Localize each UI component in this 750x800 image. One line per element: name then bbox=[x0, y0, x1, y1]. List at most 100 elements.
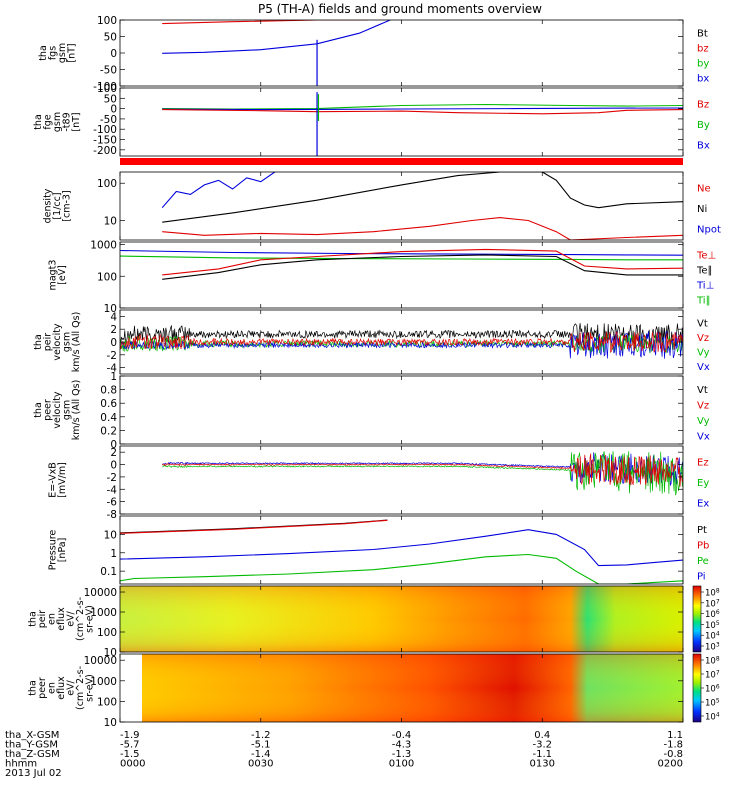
legend-entry: bz bbox=[697, 44, 709, 55]
legend-entry: Vy bbox=[697, 416, 710, 427]
series-Ti∥ bbox=[120, 255, 683, 261]
x-tick-label: -1.1 bbox=[532, 749, 552, 760]
y-tick-label: 100 bbox=[97, 178, 117, 190]
y-axis-label: [nT] bbox=[66, 43, 77, 62]
colorbar-label: 108 bbox=[705, 655, 720, 667]
spectrogram-shading bbox=[120, 586, 683, 652]
y-tick-label: 10000 bbox=[84, 655, 117, 667]
x-tick-label: -1.9 bbox=[120, 730, 140, 741]
legend-entry: Vx bbox=[697, 362, 710, 373]
y-axis-label: en bbox=[47, 682, 58, 694]
series-Pe bbox=[120, 553, 683, 584]
y-axis-label: eV/ bbox=[66, 679, 77, 695]
legend-entry: Te⊥ bbox=[696, 251, 716, 262]
y-axis-label: [nPa] bbox=[57, 538, 68, 563]
legend-entry: Ey bbox=[697, 478, 709, 489]
y-axis-label: tha bbox=[33, 402, 44, 418]
legend-entry: Ti⊥ bbox=[696, 281, 714, 292]
x-tick-label: -5.7 bbox=[120, 740, 140, 751]
legend-entry: Ni bbox=[697, 204, 707, 215]
legend-entry: Pe bbox=[697, 556, 709, 567]
y-tick-label: -50 bbox=[100, 65, 117, 77]
panel-plot-area bbox=[161, 451, 683, 496]
y-axis-label: (cm^2-s- bbox=[75, 666, 86, 710]
panel-fge: 100500-50-100-150-200thafgegsm-t89[nT]Bz… bbox=[33, 83, 710, 157]
y-tick-label: 0 bbox=[110, 337, 117, 349]
colorbar-label: 104 bbox=[705, 630, 720, 642]
y-axis-label: magt3 bbox=[47, 260, 58, 291]
y-tick-label: 50 bbox=[104, 93, 117, 105]
spectrogram-gap bbox=[120, 654, 142, 722]
y-axis-label: E=-VxB bbox=[47, 462, 58, 497]
x-tick-label: -5.1 bbox=[251, 740, 271, 751]
legend-entry: Pi bbox=[697, 571, 706, 582]
x-tick-label: 0100 bbox=[389, 759, 414, 770]
y-tick-label: 10 bbox=[104, 216, 117, 228]
legend-entry: Ex bbox=[697, 499, 709, 510]
colorbar-label: 104 bbox=[705, 711, 720, 723]
y-axis-label: peer bbox=[37, 677, 48, 699]
y-tick-label: 50 bbox=[104, 32, 117, 44]
y-axis-label: en bbox=[47, 613, 58, 625]
series-Te∥ bbox=[162, 254, 683, 280]
y-tick-label: -50 bbox=[100, 114, 117, 126]
x-tick-label: 0200 bbox=[658, 759, 683, 770]
y-axis-label: [nT] bbox=[71, 112, 82, 131]
y-axis-label: gsm bbox=[52, 112, 63, 132]
y-axis-label: fgs bbox=[47, 46, 58, 60]
panel-plot-area bbox=[120, 248, 683, 280]
y-tick-label: 1 bbox=[110, 548, 117, 560]
y-axis-label: eV/ bbox=[66, 610, 77, 626]
x-row-label: tha_Z-GSM bbox=[5, 749, 60, 760]
y-axis-label: sr-eV) bbox=[85, 674, 96, 702]
x-tick-label: -1.5 bbox=[120, 749, 140, 760]
colorbar bbox=[692, 585, 702, 653]
x-tick-label: -0.4 bbox=[392, 730, 412, 741]
y-tick-label: 10 bbox=[104, 647, 117, 659]
y-axis-label: gsm bbox=[62, 332, 73, 352]
panel-frame bbox=[119, 515, 684, 585]
colorbar bbox=[692, 653, 702, 723]
y-tick-label: 100 bbox=[97, 15, 117, 27]
y-tick-label: -100 bbox=[93, 124, 117, 136]
y-tick-label: 1000 bbox=[90, 240, 117, 252]
y-axis-label: fge bbox=[43, 114, 54, 129]
colorbar-label: 105 bbox=[705, 697, 720, 709]
series-Pt bbox=[120, 519, 388, 534]
series-By bbox=[162, 103, 683, 110]
colorbar-label: 103 bbox=[705, 641, 720, 653]
legend-entry: Ne bbox=[697, 183, 711, 194]
legend-entry: Npot bbox=[697, 225, 721, 236]
panel-plot-area bbox=[161, 172, 683, 240]
y-axis-label: [1/cc] bbox=[52, 192, 63, 219]
x-tick-label: -0.8 bbox=[663, 749, 683, 760]
colorbar-label: 106 bbox=[705, 683, 720, 695]
legend-entry: by bbox=[697, 59, 709, 70]
panel-temperature: 1000 100 10 magt3[eV] Te⊥ Te∥ Ti⊥ Ti∥ bbox=[47, 240, 716, 315]
y-axis-label: Pressure bbox=[47, 530, 58, 571]
y-tick-label: 10 bbox=[104, 529, 117, 541]
panel-peer_eflux: 108 107 106 105 104 10000 1000 100 10 thapeerenef… bbox=[28, 653, 720, 729]
y-tick-label: 0.6 bbox=[100, 398, 117, 410]
panel-plot-area bbox=[162, 20, 391, 86]
series-Pb bbox=[120, 519, 388, 534]
figure-title: P5 (TH-A) fields and ground moments over… bbox=[258, 2, 542, 16]
x-tick-label: -1.2 bbox=[251, 730, 271, 741]
x-row-label: tha_Y-GSM bbox=[5, 740, 58, 751]
y-tick-label: 0 bbox=[110, 439, 117, 451]
legend-entry: Vt bbox=[697, 318, 708, 329]
legend-entry: Vx bbox=[697, 431, 710, 442]
y-tick-label: 0.4 bbox=[100, 412, 117, 424]
colorbar-label: 107 bbox=[705, 598, 720, 610]
panel-frame bbox=[119, 375, 684, 445]
y-tick-label: 1000 bbox=[90, 676, 117, 688]
y-axis-label: gsm bbox=[62, 400, 73, 420]
y-tick-label: 10000 bbox=[84, 587, 117, 599]
date-label: 2013 Jul 02 bbox=[5, 768, 62, 779]
colorbar-label: 106 bbox=[705, 609, 720, 621]
legend-entry: Ti∥ bbox=[696, 296, 711, 307]
y-tick-label: -8 bbox=[107, 509, 117, 521]
y-tick-label: 10 bbox=[104, 303, 117, 315]
panel-plot-area bbox=[120, 323, 683, 359]
